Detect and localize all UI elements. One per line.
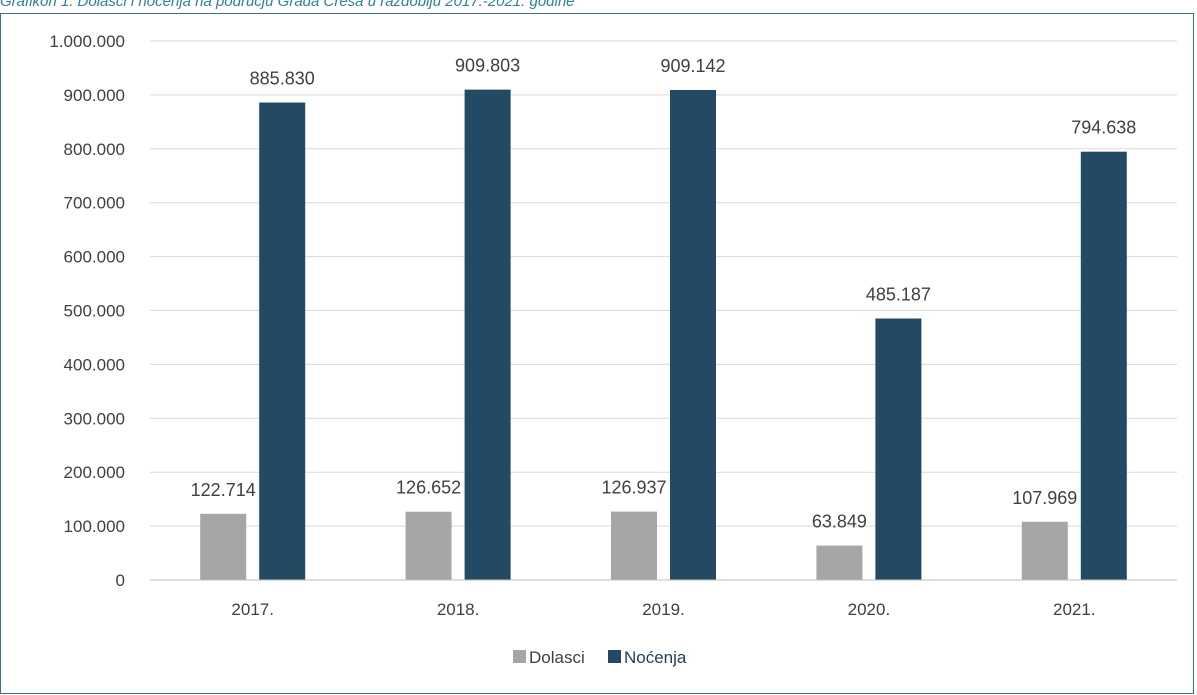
y-tick-label: 300.000: [64, 409, 125, 428]
data-label: 885.830: [250, 69, 315, 89]
bar-dolasci: [1021, 521, 1068, 580]
data-label: 107.969: [1012, 488, 1077, 508]
x-tick-label: 2018.: [437, 600, 480, 619]
y-tick-label: 200.000: [64, 463, 125, 482]
y-tick-label: 1.000.000: [49, 32, 125, 51]
y-tick-label: 600.000: [64, 248, 125, 267]
y-tick-label: 900.000: [64, 86, 125, 105]
y-tick-label: 800.000: [64, 140, 125, 159]
bar-nocenja: [464, 89, 511, 580]
y-tick-label: 100.000: [64, 517, 125, 536]
data-label: 485.187: [866, 284, 931, 304]
data-label: 126.937: [601, 478, 666, 498]
data-label: 63.849: [812, 512, 867, 532]
bar-dolasci: [405, 511, 452, 580]
x-tick-label: 2019.: [642, 600, 685, 619]
x-tick-label: 2020.: [848, 600, 891, 619]
data-label: 794.638: [1071, 118, 1136, 138]
data-label: 909.142: [660, 56, 725, 76]
y-tick-label: 500.000: [64, 302, 125, 321]
x-tick-label: 2021.: [1053, 600, 1096, 619]
data-label: 909.803: [455, 56, 520, 76]
legend-swatch-dolasci: [513, 650, 526, 663]
bar-chart: 0 100.000 200.000 300.000 400.000 500.000 600.…: [49, 32, 1177, 667]
bar-dolasci: [200, 513, 247, 580]
y-tick-label: 400.000: [64, 355, 125, 374]
legend-label: Noćenja: [624, 648, 687, 667]
bar-nocenja: [875, 318, 922, 580]
y-tick-label: 0: [116, 571, 125, 590]
legend-label: Dolasci: [529, 648, 585, 667]
bar-dolasci: [816, 545, 863, 580]
data-label: 126.652: [396, 478, 461, 498]
figure-caption: Grafikon 1. Dolasci i noćenja na područj…: [0, 0, 575, 10]
bar-dolasci: [611, 511, 657, 580]
x-tick-label: 2017.: [231, 600, 274, 619]
bar-nocenja: [670, 89, 716, 580]
y-tick-label: 700.000: [64, 194, 125, 213]
data-label: 122.714: [191, 480, 256, 500]
bar-nocenja: [259, 102, 306, 580]
bar-nocenja: [1080, 151, 1127, 580]
legend-swatch-nocenja: [608, 650, 621, 663]
chart-frame: 0 100.000 200.000 300.000 400.000 500.000 600.…: [0, 13, 1194, 694]
